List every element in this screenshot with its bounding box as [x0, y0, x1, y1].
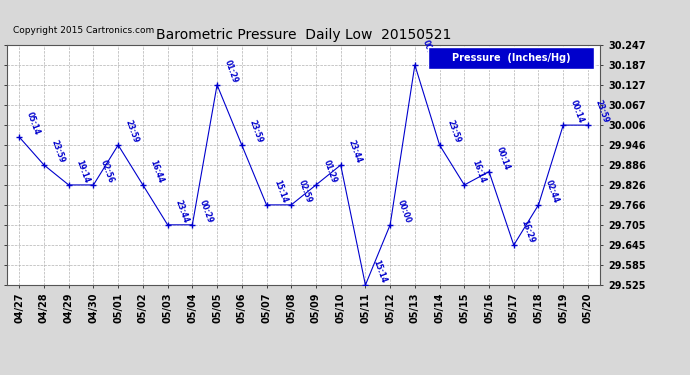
Text: 23:59: 23:59 — [445, 118, 462, 144]
Text: 05:14: 05:14 — [25, 111, 41, 136]
Text: 00:14: 00:14 — [495, 145, 511, 171]
Text: 02:59: 02:59 — [297, 178, 313, 204]
Text: 00:00: 00:00 — [395, 198, 413, 224]
Text: Copyright 2015 Cartronics.com: Copyright 2015 Cartronics.com — [13, 26, 154, 35]
Title: Barometric Pressure  Daily Low  20150521: Barometric Pressure Daily Low 20150521 — [156, 28, 451, 42]
Text: 23:59: 23:59 — [593, 99, 610, 124]
Text: 23:59: 23:59 — [124, 118, 140, 144]
Text: 15:14: 15:14 — [371, 259, 388, 284]
Text: 02:44: 02:44 — [544, 178, 561, 204]
Text: 00:29: 00:29 — [198, 198, 215, 224]
Text: 16:14: 16:14 — [470, 158, 486, 184]
Text: 19:14: 19:14 — [75, 158, 91, 184]
Text: 16:29: 16:29 — [520, 219, 536, 245]
Text: 23:59: 23:59 — [247, 118, 264, 144]
Text: 02:56: 02:56 — [99, 159, 116, 184]
Text: 23:44: 23:44 — [173, 198, 190, 224]
Text: 23:59: 23:59 — [50, 139, 66, 164]
Text: 01:29: 01:29 — [223, 58, 239, 84]
Text: 15:14: 15:14 — [272, 178, 288, 204]
Text: 00:00: 00:00 — [420, 38, 437, 64]
Text: 16:44: 16:44 — [148, 158, 165, 184]
Text: 00:14: 00:14 — [569, 99, 586, 124]
Text: 01:29: 01:29 — [322, 158, 338, 184]
Text: 23:44: 23:44 — [346, 138, 363, 164]
